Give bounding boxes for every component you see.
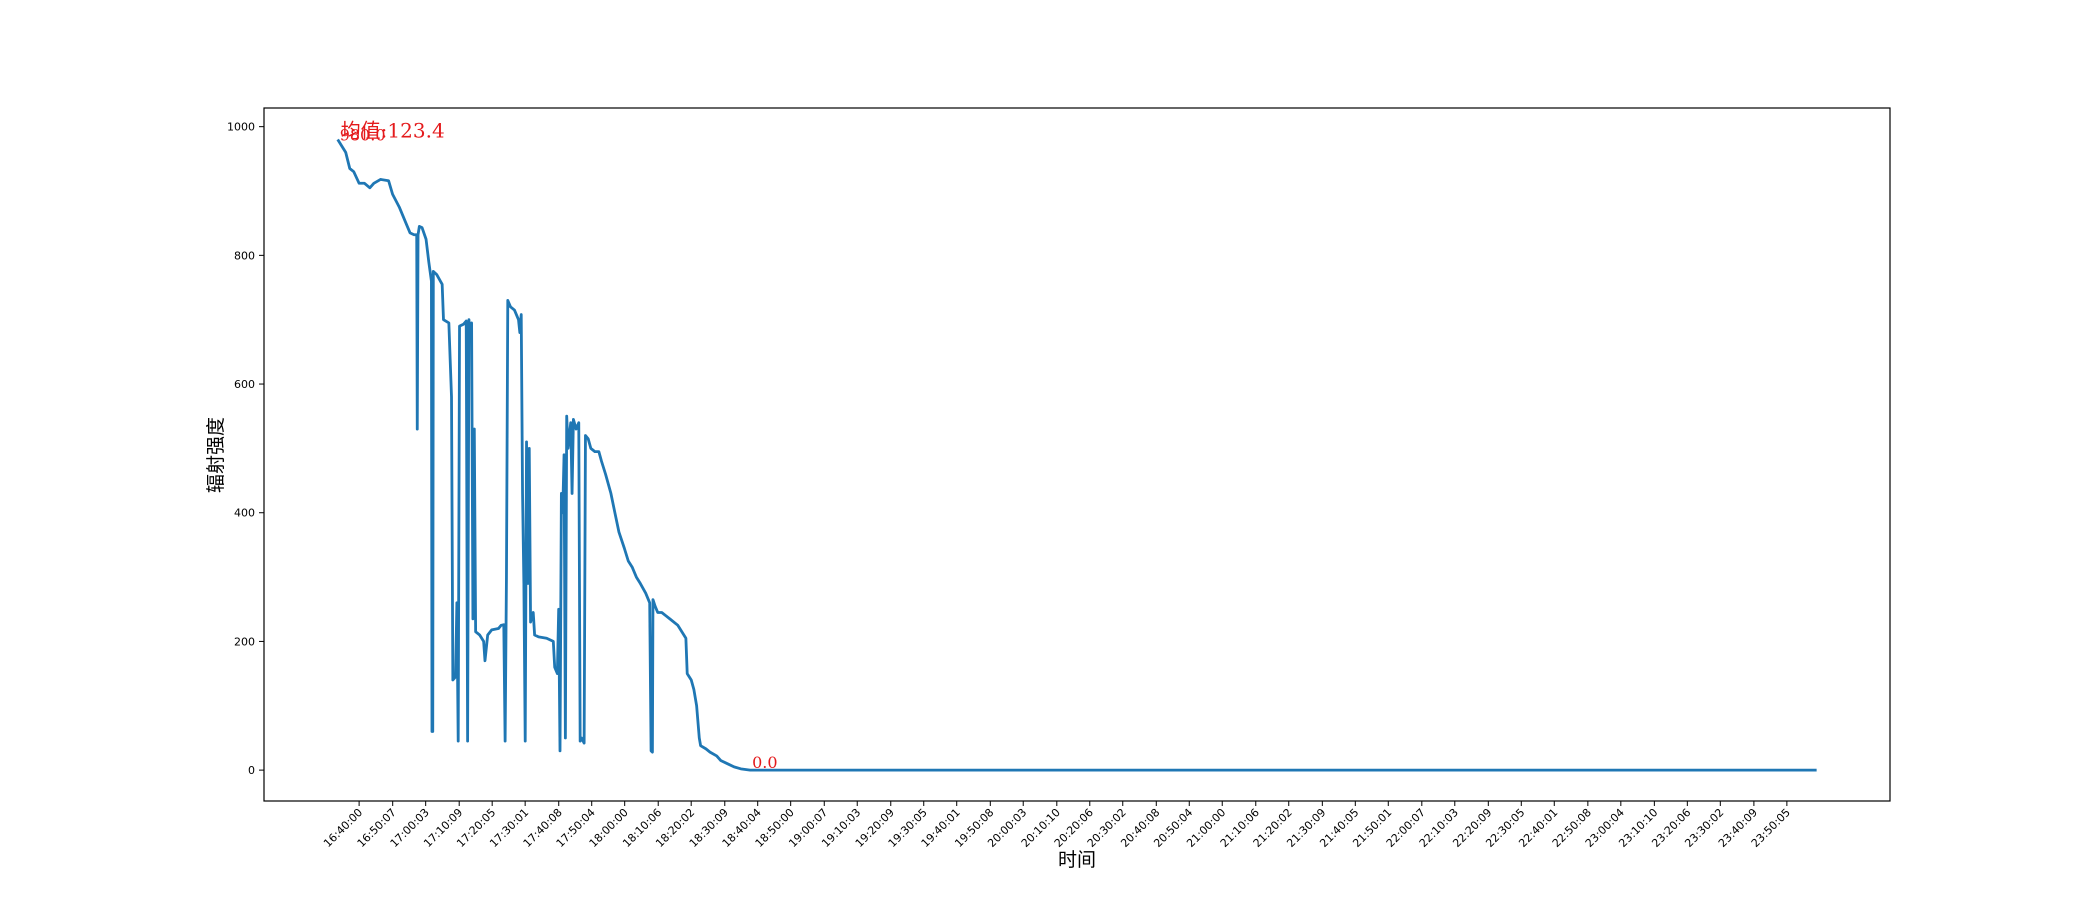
min-annotation: 0.0 bbox=[752, 753, 777, 772]
y-tick-label: 0 bbox=[248, 764, 255, 777]
y-tick-label: 800 bbox=[234, 249, 255, 262]
data-line bbox=[336, 138, 1817, 772]
mean-annotation: 均值:123.4 bbox=[341, 119, 445, 143]
y-tick-label: 400 bbox=[234, 507, 255, 520]
y-axis-label: 辐射强度 bbox=[205, 417, 227, 493]
max-annotation: 980.0 bbox=[340, 126, 386, 145]
y-tick-label: 600 bbox=[234, 378, 255, 391]
y-tick-label: 200 bbox=[234, 635, 255, 648]
x-axis-label: 时间 bbox=[1058, 849, 1096, 871]
y-tick-label: 1000 bbox=[227, 121, 255, 134]
axes-frame bbox=[263, 107, 1891, 802]
